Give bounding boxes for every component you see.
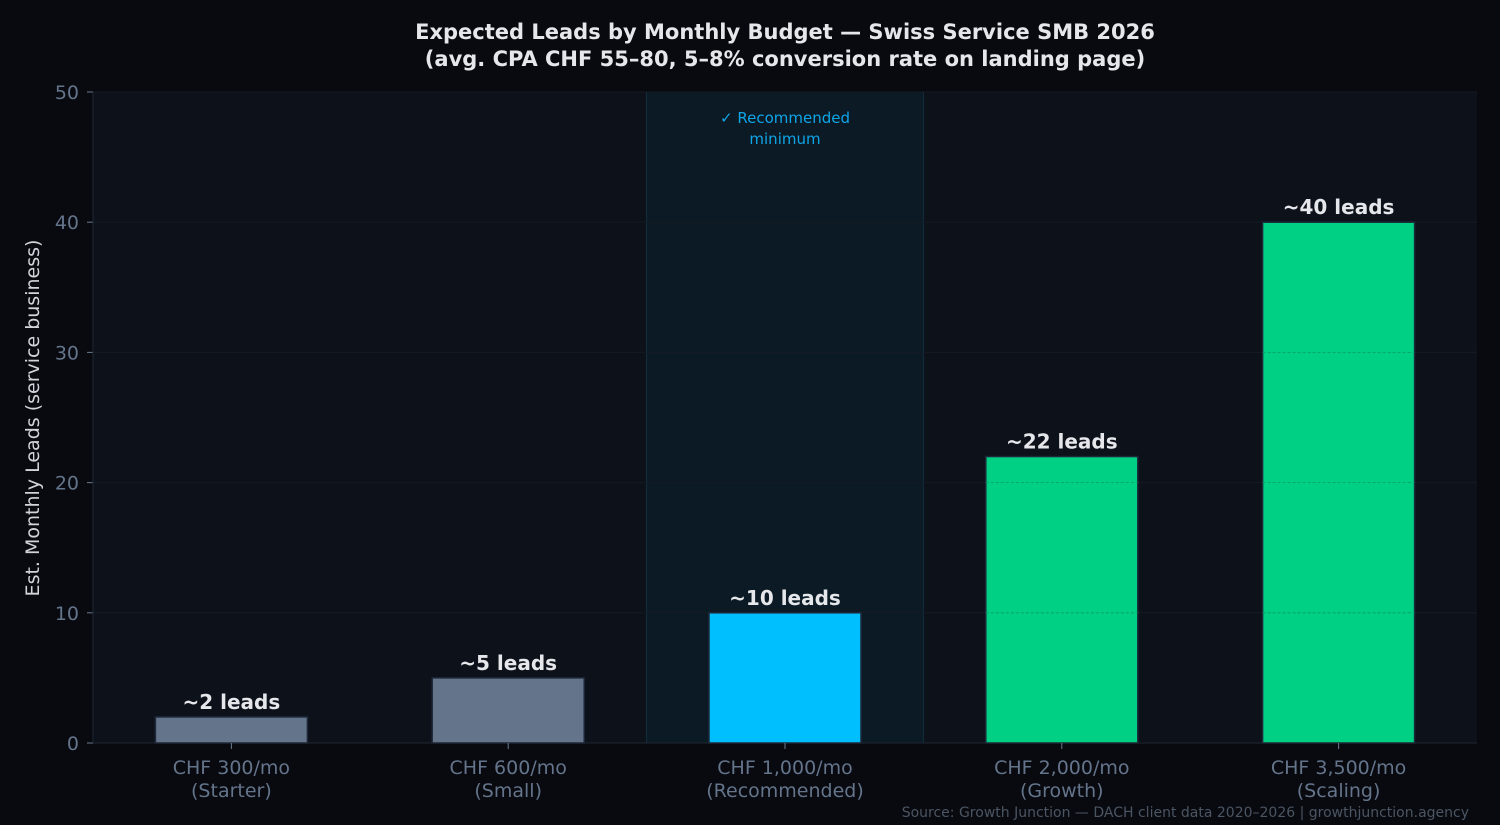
text-line: (Recommended) xyxy=(706,780,864,802)
text-line: (Scaling) xyxy=(1297,780,1381,802)
text-line: (Starter) xyxy=(191,780,272,802)
x-tick-label: CHF 1,000/mo (Recommended) xyxy=(706,757,864,802)
bar xyxy=(985,455,1139,744)
text-line: CHF 300/mo xyxy=(173,757,290,779)
x-tick-label: CHF 600/mo (Small) xyxy=(450,757,567,802)
chart-subtitle: (avg. CPA CHF 55–80, 5–8% conversion rat… xyxy=(425,47,1145,71)
data-label: ~5 leads xyxy=(459,651,557,675)
y-axis-label: Est. Monthly Leads (service business) xyxy=(22,240,44,597)
bar xyxy=(708,612,862,744)
text-line: CHF 2,000/mo xyxy=(994,757,1129,779)
chart-title: Expected Leads by Monthly Budget — Swiss… xyxy=(415,20,1155,44)
source-note: Source: Growth Junction — DACH client da… xyxy=(902,805,1469,821)
bars: ~2 leads ~5 leads ~10 leads ~22 leads ~40 le… xyxy=(154,195,1416,744)
data-label: ~40 leads xyxy=(1283,195,1395,219)
recommended-annotation: ✓ Recommended minimum xyxy=(720,109,850,148)
y-tick-label: 40 xyxy=(55,212,79,234)
bar xyxy=(154,716,309,744)
x-tick-label: CHF 3,500/mo (Scaling) xyxy=(1271,757,1406,802)
text-line: (Small) xyxy=(474,780,542,802)
data-label: ~2 leads xyxy=(183,690,281,714)
data-label: ~22 leads xyxy=(1006,430,1118,454)
y-tick-label: 20 xyxy=(55,473,79,495)
y-tick-label: 50 xyxy=(55,82,79,104)
text-line: ✓ Recommended xyxy=(720,109,850,127)
y-tick-label: 10 xyxy=(55,603,79,625)
text-line: CHF 3,500/mo xyxy=(1271,757,1406,779)
text-line: minimum xyxy=(749,130,820,148)
x-tick-label: CHF 2,000/mo (Growth) xyxy=(994,757,1129,802)
y-tick-label: 30 xyxy=(55,342,79,364)
text-line: CHF 1,000/mo xyxy=(717,757,852,779)
bar xyxy=(431,677,585,744)
text-line: CHF 600/mo xyxy=(450,757,567,779)
text-line: (Growth) xyxy=(1020,780,1104,802)
x-tick-label: CHF 300/mo (Starter) xyxy=(173,757,290,802)
data-label: ~10 leads xyxy=(729,586,841,610)
y-tick-label: 0 xyxy=(67,733,79,755)
axes: 0 10 20 30 40 50 CHF 300/mo (Starter) CHF 600/mo… xyxy=(55,82,1477,802)
